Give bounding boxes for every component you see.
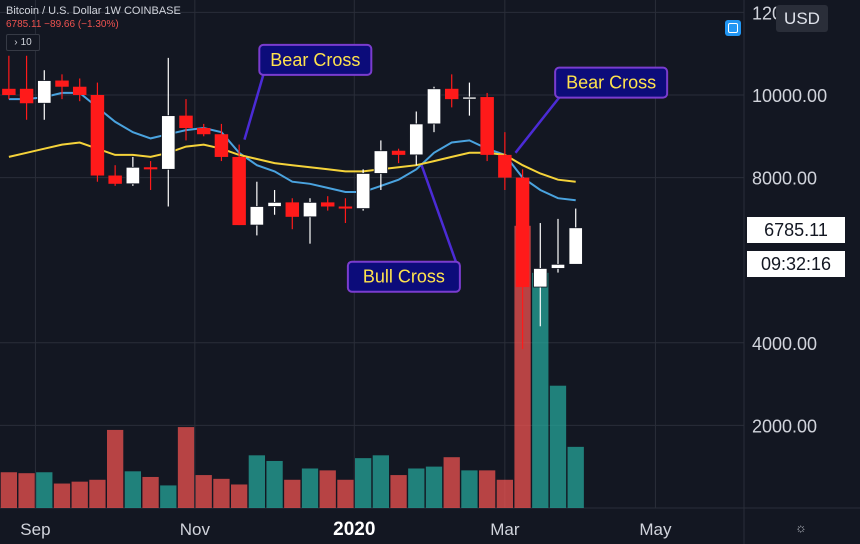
candle-body — [179, 115, 193, 129]
candle-body — [196, 128, 211, 135]
volume-bar — [549, 385, 567, 508]
x-tick-label: Nov — [180, 520, 211, 539]
y-tick-label: 4000.00 — [752, 334, 817, 354]
candle-body — [125, 166, 140, 185]
candle-body — [409, 123, 424, 156]
candle-body — [391, 150, 406, 155]
candle-body — [338, 206, 353, 209]
candle-body — [214, 134, 229, 157]
x-tick-label: Sep — [20, 520, 50, 539]
candle-body — [550, 263, 566, 269]
volume-bar — [18, 473, 35, 508]
volume-bar — [195, 475, 212, 508]
volume-bar — [266, 460, 283, 508]
annotation-box — [258, 43, 373, 76]
volume-bar — [478, 470, 496, 508]
last-price-label: 6785.11 — [746, 216, 846, 244]
volume-bar — [567, 446, 584, 508]
volume-bar — [53, 483, 71, 508]
countdown-label: 09:32:16 — [746, 250, 846, 278]
annotation-pointer — [420, 164, 458, 263]
volume-bar — [213, 478, 230, 508]
y-tick-label: 2000.00 — [752, 416, 817, 436]
annotation-label: Bull Cross — [363, 267, 445, 287]
candle-body — [108, 175, 122, 184]
x-tick-label: May — [639, 520, 672, 539]
price-change: 6785.11 −89.66 (−1.30%) — [6, 19, 119, 30]
fullscreen-icon — [728, 23, 738, 33]
volume-bar — [443, 457, 460, 508]
volume-bar — [230, 484, 248, 508]
volume-bar — [319, 470, 336, 508]
candle-body — [72, 86, 87, 95]
candle-body — [444, 88, 459, 100]
volume-bar — [106, 429, 124, 508]
candle-body — [302, 201, 318, 218]
volume-bar — [337, 479, 354, 508]
volume-bar — [0, 472, 18, 508]
symbol-title: Bitcoin / U.S. Dollar 1W COINBASE — [6, 5, 181, 17]
volume-bar — [461, 470, 478, 508]
candle-body — [2, 88, 16, 95]
candle-body — [267, 201, 282, 207]
candle-body — [161, 115, 176, 170]
candle-body — [462, 96, 477, 100]
volume-bar — [514, 225, 531, 508]
candle-body — [356, 173, 371, 209]
candle-body — [249, 206, 264, 226]
volume-bar — [160, 485, 177, 508]
annotation-label: Bear Cross — [566, 73, 656, 93]
volume-bar — [390, 475, 407, 508]
candle-body — [320, 202, 335, 207]
volume-bar — [36, 472, 53, 508]
volume-bar — [177, 427, 195, 508]
candle-body — [37, 80, 52, 104]
annotation-pointer — [243, 74, 265, 140]
y-tick-label: 8000.00 — [752, 169, 817, 189]
annotation-label: Bear Cross — [270, 50, 360, 70]
volume-bar — [496, 479, 514, 508]
fullscreen-button[interactable] — [725, 20, 741, 36]
volume-bar — [425, 466, 443, 508]
volume-bar — [532, 272, 549, 508]
candle-body — [90, 94, 105, 176]
x-tick-label: 2020 — [333, 519, 375, 540]
volume-bar — [372, 455, 390, 508]
candle-body — [568, 227, 583, 265]
currency-button[interactable]: USD — [776, 5, 828, 32]
volume-bar — [408, 468, 425, 508]
candle-body — [480, 97, 494, 155]
candle-body — [533, 268, 548, 288]
volume-bar — [354, 458, 372, 508]
x-tick-label: Mar — [490, 520, 520, 539]
volume-bar — [71, 481, 88, 508]
candle-body — [285, 202, 300, 217]
volume-bar — [124, 471, 142, 508]
candle-body — [232, 156, 246, 226]
volume-bar — [142, 476, 159, 508]
volume-bar — [248, 455, 266, 508]
candle-body — [373, 150, 388, 174]
candle-body — [515, 177, 530, 288]
volume-bar — [301, 468, 319, 508]
candle-body — [55, 80, 69, 87]
annotation-box — [346, 260, 461, 293]
candle-body — [143, 167, 158, 170]
candle-body — [426, 88, 442, 125]
candle-body — [19, 88, 34, 104]
volume-bar — [284, 479, 301, 508]
indicator-count: 10 — [20, 37, 32, 48]
chevron-right-icon: › — [14, 37, 18, 48]
volume-bar — [89, 479, 106, 508]
y-tick-label: 10000.00 — [752, 86, 827, 106]
candle-body — [498, 154, 512, 178]
collapse-indicators-button[interactable]: › 10 — [6, 34, 40, 51]
gear-icon[interactable]: ☼ — [795, 520, 807, 535]
annotation-pointer — [514, 96, 561, 154]
annotation-box — [554, 66, 669, 99]
